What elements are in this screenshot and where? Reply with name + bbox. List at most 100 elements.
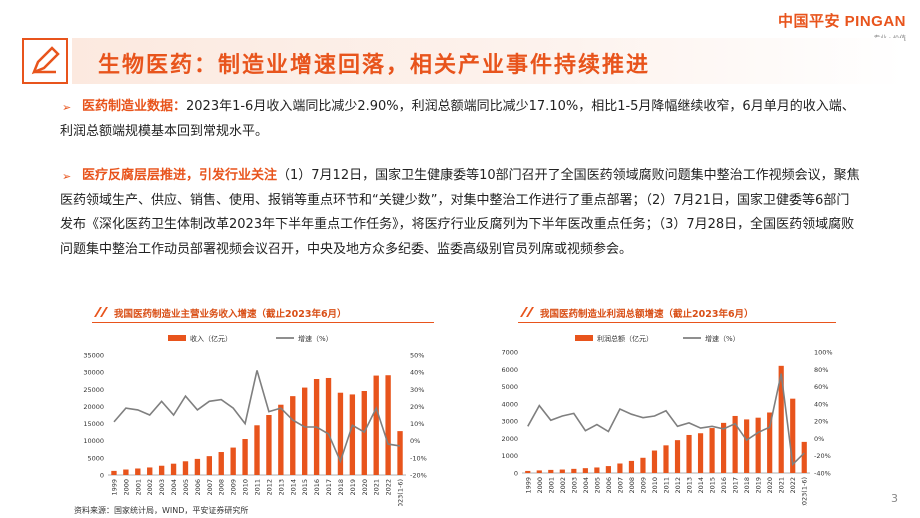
x-tick-label: 2011 (254, 479, 262, 496)
x-tick-label: 2017 (325, 479, 333, 496)
source-note: 资料来源：国家统计局，WIND，平安证券研究所 (74, 506, 249, 515)
x-tick-label: 2006 (194, 479, 202, 496)
x-tick-label: 2006 (605, 477, 613, 494)
x-tick-label: 2023(1-6) (801, 477, 809, 506)
pencil-icon (22, 38, 68, 84)
x-tick-label: 2022 (385, 479, 393, 496)
bar (755, 417, 761, 473)
x-tick-label: 2016 (313, 479, 321, 496)
profit-growth-chart: 0 1000 2000 3000 4000 5000 6000 7000 -40% -20% 0% 2… (501, 334, 833, 506)
chart-title-divider (518, 322, 836, 323)
x-tick-label: 2002 (146, 479, 154, 496)
x-tick-label: 2015 (301, 479, 309, 496)
legend-bar-swatch (575, 335, 593, 341)
legend-bar-swatch (168, 335, 186, 341)
page-title: 生物医药：制造业增速回落，相关产业事件持续推进 (98, 52, 651, 78)
y-left-tick-label: 7000 (501, 349, 518, 357)
bar (640, 457, 646, 473)
x-tick-label: 2010 (242, 479, 250, 496)
bar (663, 445, 669, 473)
x-tick-label: 2021 (373, 479, 381, 496)
x-tick-label: 2014 (289, 479, 297, 496)
growth-line (527, 373, 805, 467)
bar (628, 460, 635, 473)
bar (123, 469, 129, 475)
y-left-tick-label: 6000 (501, 366, 518, 374)
x-tick-label: 2009 (230, 479, 238, 496)
x-tick-label: 2010 (651, 477, 659, 494)
y-left-tick-label: 20000 (83, 403, 104, 411)
chart-title-divider (92, 322, 434, 323)
bar (582, 468, 588, 473)
y-left-tick-label: 5000 (501, 383, 518, 391)
x-tick-label: 2005 (593, 477, 601, 494)
x-tick-label: 2004 (582, 477, 590, 494)
x-tick-label: 2008 (218, 479, 226, 496)
x-tick-label: 2021 (778, 477, 786, 494)
bar (674, 440, 681, 473)
legend-label: 利润总额（亿元） (597, 334, 653, 343)
paragraph-highlight: 医药制造业数据： (82, 99, 187, 114)
x-tick-label: 2014 (697, 477, 705, 494)
bar (373, 375, 379, 475)
x-tick-label: 2002 (559, 477, 567, 494)
bar (194, 458, 201, 475)
y-left-tick-label: 10000 (83, 437, 104, 445)
x-tick-label: 2020 (766, 477, 774, 494)
legend-label: 增速（%） (298, 334, 333, 343)
bar (767, 412, 773, 473)
bar (651, 450, 658, 473)
bar (686, 434, 692, 473)
bar (790, 398, 796, 473)
y-right-tick-label: -10% (410, 454, 427, 462)
x-tick-label: 1999 (524, 477, 532, 494)
y-right-tick-label: -20% (814, 452, 831, 460)
legend-label: 收入（亿元） (190, 334, 232, 343)
growth-line (113, 370, 401, 464)
bar (778, 365, 784, 473)
y-left-tick-label: 0 (100, 472, 104, 480)
bar (218, 452, 224, 475)
paragraph-text: （1）7月12日，国家卫生健康委等10部门召开了全国医药领域腐败问题集中整治工作… (60, 168, 860, 257)
x-tick-label: 2007 (616, 477, 624, 494)
x-tick-label: 2000 (536, 477, 544, 494)
x-tick-label: 2001 (547, 477, 555, 494)
y-right-tick-label: 100% (814, 349, 833, 357)
x-tick-label: 2012 (265, 479, 273, 496)
bar (709, 428, 715, 473)
chart-title: 我国医药制造业利润总额增速（截止2023年6月） (540, 309, 754, 320)
bar (242, 439, 248, 475)
x-tick-label: 2018 (743, 477, 751, 494)
x-tick-label: 2003 (570, 477, 578, 494)
x-tick-label: 2022 (789, 477, 797, 494)
x-tick-label: 2004 (170, 479, 178, 496)
bar (617, 463, 623, 473)
y-left-tick-label: 3000 (501, 418, 518, 426)
bar (182, 461, 189, 475)
x-tick-label: 2013 (686, 477, 694, 494)
bar (230, 447, 236, 475)
bar (301, 387, 308, 475)
x-tick-label: 2019 (755, 477, 763, 494)
y-right-tick-label: 20% (410, 403, 424, 411)
bar (697, 433, 704, 473)
x-tick-label: 2003 (158, 479, 166, 496)
chart-title: 我国医药制造业主营业务收入增速（截止2023年6月） (114, 309, 347, 320)
bullet-arrow-icon: ➢ (62, 101, 72, 114)
x-tick-label: 2005 (182, 479, 190, 496)
x-tick-label: 2015 (709, 477, 717, 494)
bar (290, 396, 296, 475)
bar (594, 467, 600, 473)
bullet-arrow-icon: ➢ (62, 170, 72, 183)
x-tick-label: 2013 (277, 479, 285, 496)
x-tick-label: 2000 (122, 479, 130, 496)
paragraph-anticorruption: 医疗反腐层层推进，引发行业关注（1）7月12日，国家卫生健康委等10部门召开了全… (60, 164, 860, 262)
bar (337, 392, 344, 475)
bar (135, 468, 141, 475)
bar (147, 467, 153, 475)
bar (536, 470, 542, 473)
y-right-tick-label: 60% (814, 383, 828, 391)
bar (254, 425, 260, 475)
y-right-tick-label: 40% (814, 400, 828, 408)
x-tick-label: 2011 (663, 477, 671, 494)
